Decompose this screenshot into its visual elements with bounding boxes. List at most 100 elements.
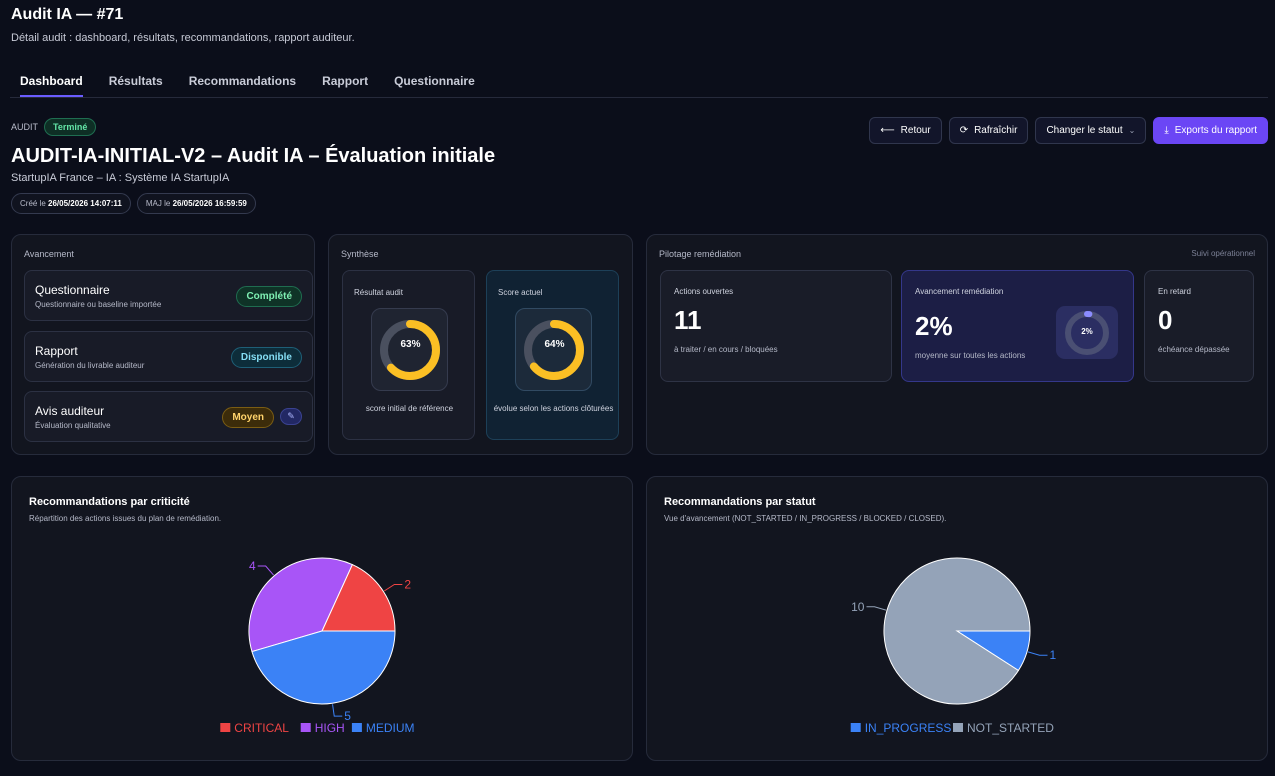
status-badge: Terminé [44, 118, 97, 136]
legend-swatch-not_started [953, 723, 963, 732]
edit-icon[interactable]: ✎ [280, 408, 302, 425]
result-donut: 63% [371, 308, 448, 391]
pie-leader-in_progress [1027, 651, 1048, 656]
pie-leader-medium [332, 704, 343, 717]
remediation-donut-value: 2% [1081, 327, 1093, 336]
result-foot: score initial de référence [365, 404, 454, 413]
change-status-button[interactable]: Changer le statut ⌄ [1035, 117, 1147, 144]
audit-status-row: AUDIT Terminé [11, 118, 97, 136]
item-subtitle: Questionnaire ou baseline importée [35, 300, 162, 309]
export-label: Exports du rapport [1174, 125, 1257, 136]
remediation-donut: 2% [1056, 306, 1118, 359]
pie-slice-high[interactable] [248, 557, 353, 653]
remediation-progress-box: Avancement remédiation 2% moyenne sur to… [901, 270, 1134, 382]
refresh-icon: ⟳ [959, 125, 969, 136]
criticity-pie-chart: 2 4 5 CRITICAL HIGH MEDIUM [220, 557, 415, 735]
open-actions-head: Actions ouvertes [674, 287, 734, 296]
status-badge: Moyen [222, 407, 274, 428]
created-chip: Créé le 26/05/2026 14:07:11 [11, 193, 131, 214]
page-header: Audit IA — #71 Détail audit : dashboard,… [11, 6, 355, 44]
current-value: 64% [544, 339, 565, 350]
status-badge: Complété [236, 286, 302, 307]
pie-slice-medium[interactable] [251, 630, 396, 705]
current-donut-arc [524, 320, 584, 380]
legend-swatch-in_progress [850, 723, 861, 732]
legend-swatch-medium [351, 723, 362, 732]
open-actions-box: Actions ouvertes 11 à traiter / en cours… [660, 270, 892, 382]
result-value: 63% [400, 339, 421, 350]
pie-slice-not_started[interactable] [883, 557, 1031, 705]
chevron-down-icon: ⌄ [1128, 126, 1136, 135]
item-title: Rapport [35, 344, 78, 358]
refresh-button[interactable]: ⟳ Rafraîchir [948, 117, 1029, 144]
remediation-head: Avancement remédiation [915, 287, 1004, 296]
status-chart-card: Recommandations par statut Vue d'avancem… [646, 476, 1268, 761]
legend-label-not_started[interactable]: NOT_STARTED [967, 721, 1054, 735]
item-title: Avis auditeur [35, 404, 105, 418]
tab-questionnaire[interactable]: Questionnaire [394, 74, 475, 88]
legend-label-high[interactable]: HIGH [315, 721, 345, 735]
late-value: 0 [1158, 305, 1173, 335]
progress-item-avis-auditeur[interactable]: Avis auditeur Évaluation qualitative Moy… [24, 391, 313, 442]
pie-data-label-high: 4 [249, 559, 256, 573]
status-chart-title: Recommandations par statut [664, 496, 816, 508]
legend-label-in_progress[interactable]: IN_PROGRESS [865, 721, 952, 735]
pie-data-label-medium: 5 [344, 709, 351, 723]
result-donut-arc [380, 320, 440, 380]
updated-date: 26/05/2026 16:59:59 [172, 199, 247, 208]
result-audit-box: Résultat audit 63% score initial de réfé… [342, 270, 475, 440]
item-title: Questionnaire [35, 283, 110, 297]
legend-label-critical[interactable]: CRITICAL [234, 721, 289, 735]
created-date: 26/05/2026 14:07:11 [48, 199, 122, 208]
open-actions-value: 11 [674, 305, 702, 335]
pie-slice-critical[interactable] [321, 563, 396, 632]
status-badge: Disponible [230, 347, 302, 368]
item-subtitle: Génération du livrable auditeur [35, 361, 145, 370]
status-pie-chart: 1 10 IN_PROGRESS NOT_STARTED [850, 557, 1057, 735]
updated-prefix: MAJ le [145, 199, 171, 208]
tab-bar: Dashboard Résultats Recommandations Rapp… [10, 66, 1268, 98]
remediation-value: 2% [915, 311, 953, 341]
legend-swatch-critical [220, 723, 231, 732]
audit-label: AUDIT [11, 122, 38, 132]
download-icon: ⤓ [1164, 125, 1169, 136]
tab-rapport[interactable]: Rapport [322, 74, 369, 88]
pie-data-label-not_started: 10 [851, 600, 865, 614]
late-actions-box: En retard 0 échéance dépassée [1144, 270, 1254, 382]
pie-data-label-in_progress: 1 [1050, 648, 1057, 662]
legend-label-medium[interactable]: MEDIUM [366, 721, 415, 735]
current-foot: évolue selon les actions clôturées [493, 404, 614, 413]
tab-resultats[interactable]: Résultats [108, 74, 163, 88]
criticity-chart-title: Recommandations par criticité [29, 496, 190, 508]
criticity-chart-card: Recommandations par criticité Répartitio… [11, 476, 633, 761]
synthese-card: Synthèse Résultat audit 63% score initia… [328, 234, 633, 455]
back-button[interactable]: ⟵ Retour [869, 117, 942, 144]
created-prefix: Créé le [20, 199, 46, 208]
current-donut: 64% [515, 308, 592, 391]
page-subtitle: Détail audit : dashboard, résultats, rec… [11, 32, 355, 44]
item-subtitle: Évaluation qualitative [35, 421, 111, 430]
pie-leader-high [257, 565, 274, 576]
pie-leader-critical [383, 584, 403, 592]
page-title: Audit IA — #71 [11, 6, 124, 23]
late-head: En retard [1158, 287, 1191, 296]
open-actions-sub: à traiter / en cours / bloquées [674, 345, 778, 354]
pilotage-label-right: Suivi opérationnel [1191, 249, 1255, 258]
synthese-label: Synthèse [341, 249, 379, 259]
progress-item-rapport[interactable]: Rapport Génération du livrable auditeur … [24, 331, 313, 382]
export-report-button[interactable]: ⤓ Exports du rapport [1153, 117, 1268, 144]
tab-dashboard[interactable]: Dashboard [20, 66, 83, 97]
updated-chip: MAJ le 26/05/2026 16:59:59 [136, 193, 256, 214]
avancement-card: Avancement Questionnaire Questionnaire o… [11, 234, 315, 455]
progress-item-questionnaire[interactable]: Questionnaire Questionnaire ou baseline … [24, 270, 313, 321]
tab-recommandations[interactable]: Recommandations [188, 74, 297, 88]
audit-dates: Créé le 26/05/2026 14:07:11 MAJ le 26/05… [11, 193, 256, 214]
action-toolbar: ⟵ Retour ⟳ Rafraîchir Changer le statut … [869, 117, 1268, 144]
late-sub: échéance dépassée [1158, 345, 1230, 354]
remediation-donut-arc [1065, 311, 1109, 355]
pie-leader-not_started [866, 606, 887, 611]
change-status-label: Changer le statut [1046, 125, 1123, 136]
back-label: Retour [900, 125, 931, 136]
legend-swatch-high [300, 723, 311, 732]
current-head: Score actuel [498, 288, 543, 297]
